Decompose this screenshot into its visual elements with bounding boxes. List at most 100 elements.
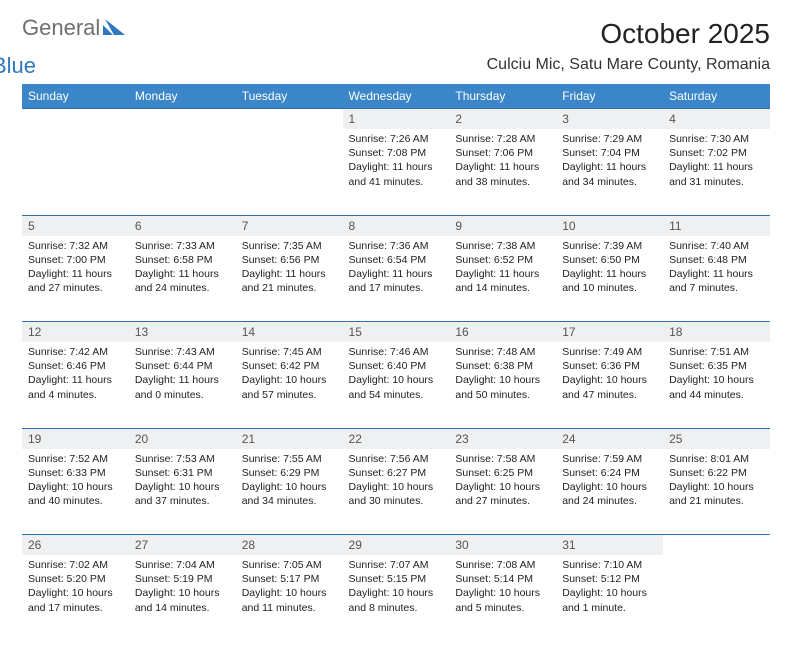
day-cell: Sunrise: 7:56 AMSunset: 6:27 PMDaylight:… [343, 449, 450, 535]
day-detail-line: Sunrise: 7:32 AM [28, 239, 123, 253]
day-detail-line: Sunrise: 7:38 AM [455, 239, 550, 253]
day-detail-line: and 47 minutes. [562, 388, 657, 402]
day-details: Sunrise: 7:28 AMSunset: 7:06 PMDaylight:… [449, 129, 556, 195]
day-detail-line: Sunset: 6:52 PM [455, 253, 550, 267]
day-detail-line: Sunrise: 7:53 AM [135, 452, 230, 466]
day-cell: Sunrise: 7:43 AMSunset: 6:44 PMDaylight:… [129, 342, 236, 428]
day-cell: Sunrise: 7:32 AMSunset: 7:00 PMDaylight:… [22, 236, 129, 322]
day-detail-line: and 30 minutes. [349, 494, 444, 508]
day-detail-line: and 5 minutes. [455, 601, 550, 615]
day-detail-line: Sunrise: 7:52 AM [28, 452, 123, 466]
day-number: 27 [129, 535, 236, 556]
day-detail-line: Daylight: 11 hours [242, 267, 337, 281]
day-detail-line: Sunset: 6:22 PM [669, 466, 764, 480]
day-number: 31 [556, 535, 663, 556]
day-detail-line: Daylight: 10 hours [455, 373, 550, 387]
day-detail-line: Sunset: 6:44 PM [135, 359, 230, 373]
day-detail-line: Sunset: 5:19 PM [135, 572, 230, 586]
weekday-sunday: Sunday [22, 84, 129, 109]
day-detail-line: and 24 minutes. [562, 494, 657, 508]
day-cell [22, 129, 129, 215]
day-number: 12 [22, 322, 129, 343]
day-cell: Sunrise: 7:04 AMSunset: 5:19 PMDaylight:… [129, 555, 236, 641]
week-daynum-row: 12131415161718 [22, 322, 770, 343]
day-detail-line: Sunrise: 7:39 AM [562, 239, 657, 253]
day-cell: Sunrise: 7:36 AMSunset: 6:54 PMDaylight:… [343, 236, 450, 322]
day-details: Sunrise: 7:55 AMSunset: 6:29 PMDaylight:… [236, 449, 343, 515]
day-detail-line: Sunset: 6:24 PM [562, 466, 657, 480]
day-detail-line: Daylight: 10 hours [349, 373, 444, 387]
day-details: Sunrise: 7:05 AMSunset: 5:17 PMDaylight:… [236, 555, 343, 621]
day-detail-line: Daylight: 11 hours [562, 267, 657, 281]
day-cell: Sunrise: 7:42 AMSunset: 6:46 PMDaylight:… [22, 342, 129, 428]
day-details: Sunrise: 7:35 AMSunset: 6:56 PMDaylight:… [236, 236, 343, 302]
day-cell: Sunrise: 7:28 AMSunset: 7:06 PMDaylight:… [449, 129, 556, 215]
weekday-header-row: Sunday Monday Tuesday Wednesday Thursday… [22, 84, 770, 109]
day-detail-line: Daylight: 11 hours [28, 373, 123, 387]
day-details: Sunrise: 7:53 AMSunset: 6:31 PMDaylight:… [129, 449, 236, 515]
day-cell: Sunrise: 7:53 AMSunset: 6:31 PMDaylight:… [129, 449, 236, 535]
day-detail-line: and 34 minutes. [242, 494, 337, 508]
day-detail-line: Sunset: 6:38 PM [455, 359, 550, 373]
day-details: Sunrise: 7:07 AMSunset: 5:15 PMDaylight:… [343, 555, 450, 621]
day-detail-line: and 31 minutes. [669, 175, 764, 189]
day-details: Sunrise: 7:30 AMSunset: 7:02 PMDaylight:… [663, 129, 770, 195]
weekday-saturday: Saturday [663, 84, 770, 109]
day-detail-line: Sunrise: 7:42 AM [28, 345, 123, 359]
day-detail-line: Sunset: 6:35 PM [669, 359, 764, 373]
week-body-row: Sunrise: 7:02 AMSunset: 5:20 PMDaylight:… [22, 555, 770, 641]
day-details: Sunrise: 7:08 AMSunset: 5:14 PMDaylight:… [449, 555, 556, 621]
day-number: 10 [556, 215, 663, 236]
location-subtitle: Culciu Mic, Satu Mare County, Romania [487, 56, 770, 74]
day-detail-line: Daylight: 10 hours [135, 586, 230, 600]
day-details [663, 555, 770, 564]
day-number: 11 [663, 215, 770, 236]
day-number: 23 [449, 428, 556, 449]
day-detail-line: and 27 minutes. [455, 494, 550, 508]
day-number: 9 [449, 215, 556, 236]
day-cell: Sunrise: 7:55 AMSunset: 6:29 PMDaylight:… [236, 449, 343, 535]
day-detail-line: Sunrise: 7:08 AM [455, 558, 550, 572]
week-body-row: Sunrise: 7:42 AMSunset: 6:46 PMDaylight:… [22, 342, 770, 428]
day-number: 19 [22, 428, 129, 449]
day-detail-line: Daylight: 11 hours [455, 160, 550, 174]
day-cell: Sunrise: 7:39 AMSunset: 6:50 PMDaylight:… [556, 236, 663, 322]
day-detail-line: Daylight: 10 hours [455, 586, 550, 600]
week-daynum-row: 1234 [22, 109, 770, 130]
day-details: Sunrise: 7:40 AMSunset: 6:48 PMDaylight:… [663, 236, 770, 302]
day-detail-line: Sunrise: 7:40 AM [669, 239, 764, 253]
day-detail-line: and 21 minutes. [669, 494, 764, 508]
day-detail-line: Sunrise: 7:49 AM [562, 345, 657, 359]
week-body-row: Sunrise: 7:26 AMSunset: 7:08 PMDaylight:… [22, 129, 770, 215]
week-body-row: Sunrise: 7:32 AMSunset: 7:00 PMDaylight:… [22, 236, 770, 322]
day-cell: Sunrise: 7:48 AMSunset: 6:38 PMDaylight:… [449, 342, 556, 428]
day-number: 14 [236, 322, 343, 343]
day-details: Sunrise: 7:51 AMSunset: 6:35 PMDaylight:… [663, 342, 770, 408]
day-cell: Sunrise: 8:01 AMSunset: 6:22 PMDaylight:… [663, 449, 770, 535]
day-detail-line: Sunrise: 7:07 AM [349, 558, 444, 572]
day-detail-line: Sunset: 5:12 PM [562, 572, 657, 586]
day-details: Sunrise: 7:46 AMSunset: 6:40 PMDaylight:… [343, 342, 450, 408]
day-detail-line: Daylight: 10 hours [349, 586, 444, 600]
day-detail-line: Daylight: 10 hours [28, 586, 123, 600]
week-daynum-row: 262728293031 [22, 535, 770, 556]
day-cell: Sunrise: 7:07 AMSunset: 5:15 PMDaylight:… [343, 555, 450, 641]
day-number: 15 [343, 322, 450, 343]
day-cell: Sunrise: 7:49 AMSunset: 6:36 PMDaylight:… [556, 342, 663, 428]
day-detail-line: Sunrise: 7:55 AM [242, 452, 337, 466]
day-cell [663, 555, 770, 641]
day-number: 29 [343, 535, 450, 556]
day-detail-line: Sunrise: 7:36 AM [349, 239, 444, 253]
day-detail-line: Sunrise: 7:45 AM [242, 345, 337, 359]
day-detail-line: Daylight: 10 hours [562, 586, 657, 600]
day-cell: Sunrise: 7:30 AMSunset: 7:02 PMDaylight:… [663, 129, 770, 215]
day-detail-line: and 14 minutes. [455, 281, 550, 295]
calendar-table: Sunday Monday Tuesday Wednesday Thursday… [22, 84, 770, 641]
day-detail-line: Sunset: 6:40 PM [349, 359, 444, 373]
day-detail-line: Sunrise: 7:26 AM [349, 132, 444, 146]
day-detail-line: Sunset: 6:50 PM [562, 253, 657, 267]
day-detail-line: and 34 minutes. [562, 175, 657, 189]
weekday-wednesday: Wednesday [343, 84, 450, 109]
day-detail-line: Daylight: 10 hours [669, 373, 764, 387]
day-number: 8 [343, 215, 450, 236]
